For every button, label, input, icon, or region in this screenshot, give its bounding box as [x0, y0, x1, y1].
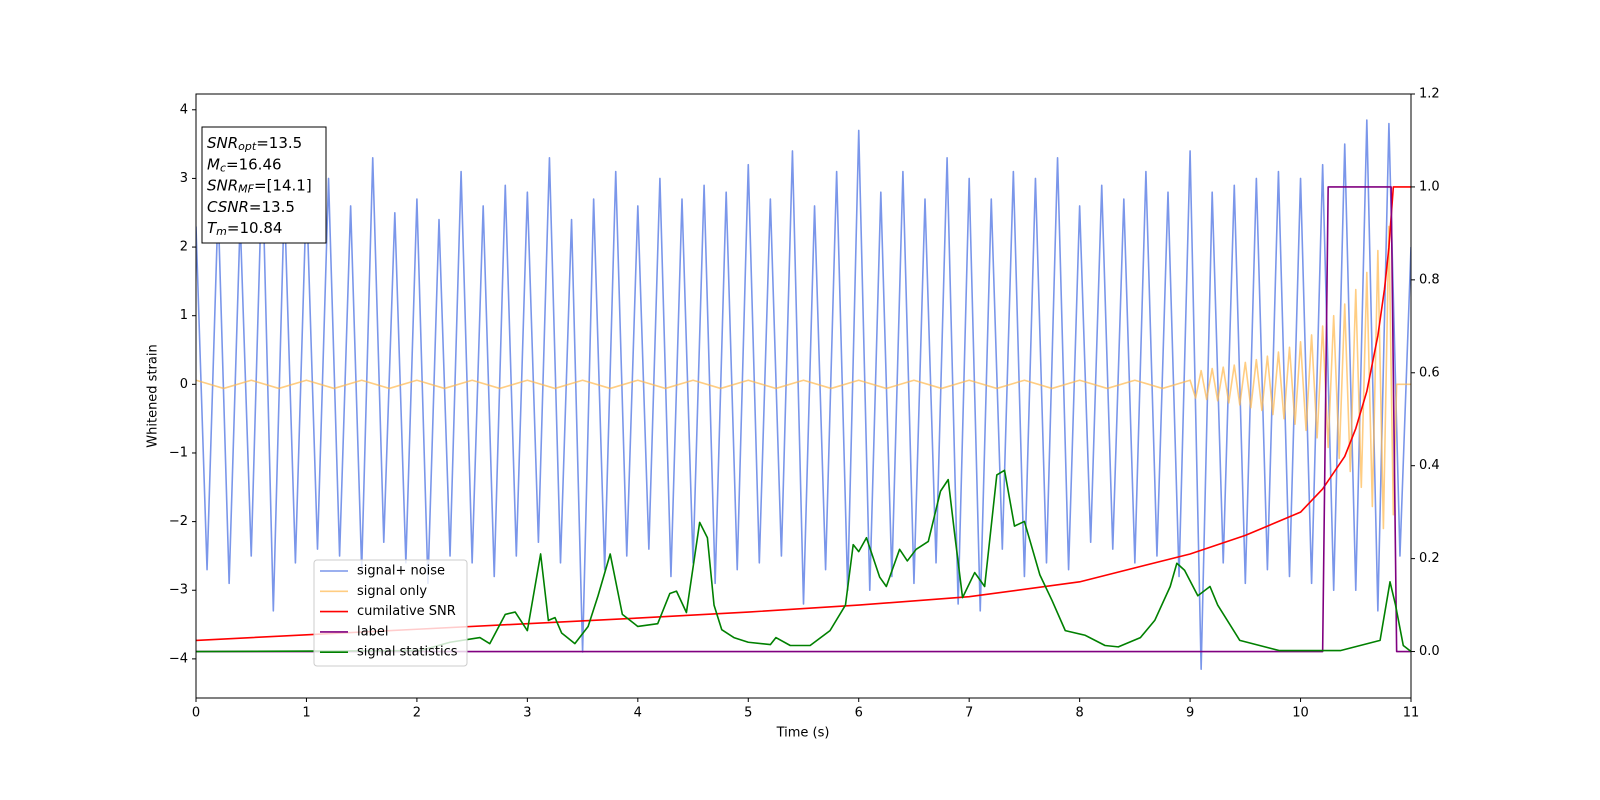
annotation-symbol: SNR [207, 176, 238, 194]
annotation-line: SNRopt=13.5 [207, 134, 302, 154]
annotation-symbol: CSNR [207, 197, 249, 215]
y2-tick-label: 1.2 [1419, 87, 1440, 102]
annotation-sub: MF [238, 183, 254, 196]
annotation-value: =10.84 [227, 219, 283, 237]
y-tick-label: 1 [180, 308, 188, 323]
annotation-value: =16.46 [226, 155, 282, 173]
x-tick-label: 1 [302, 706, 310, 721]
y-tick-label: −2 [169, 514, 188, 529]
legend-label: signal only [357, 584, 427, 599]
legend-label: signal statistics [357, 645, 458, 660]
x-tick-label: 2 [413, 706, 421, 721]
annotation-symbol: T [207, 219, 218, 237]
y2-tick-label: 0.4 [1419, 458, 1440, 473]
series-line [196, 186, 1411, 642]
y2-tick-label: 0.0 [1419, 644, 1440, 659]
annotation-symbol: M [207, 155, 220, 173]
annotation-sub: m [216, 225, 227, 238]
annotation-line: CSNR=13.5 [207, 197, 295, 215]
x-tick-label: 11 [1403, 706, 1420, 721]
plot-frame [195, 93, 1412, 699]
y-tick-label: 3 [180, 171, 188, 186]
y2-tick-label: 0.8 [1419, 272, 1440, 287]
x-tick-label: 9 [1186, 706, 1194, 721]
y2-tick-label: 0.6 [1419, 365, 1440, 380]
legend-label: label [357, 624, 388, 639]
annotation-symbol: SNR [207, 134, 238, 152]
series-line [196, 119, 1411, 670]
x-tick-label: 7 [965, 706, 973, 721]
y-tick-label: −4 [169, 651, 188, 666]
x-axis-label: Time (s) [776, 726, 830, 741]
plot-area [196, 119, 1411, 670]
x-tick-label: 0 [192, 706, 200, 721]
x-tick-label: 5 [744, 706, 752, 721]
annotation-value: =13.5 [249, 197, 295, 215]
y-tick-label: −1 [169, 445, 188, 460]
y2-tick-label: 0.2 [1419, 551, 1440, 566]
x-tick-label: 6 [855, 706, 863, 721]
y-tick-label: −3 [169, 583, 188, 598]
annotation-box: SNRopt=13.5Mc=16.46SNRMF=[14.1]CSNR=13.5… [201, 126, 327, 244]
legend-label: signal+ noise [357, 564, 445, 579]
y-tick-label: 2 [180, 240, 188, 255]
series-line [196, 186, 1411, 653]
x-tick-label: 10 [1292, 706, 1309, 721]
annotation-sub: opt [238, 140, 257, 153]
y-axis-label: Whitened strain [146, 344, 161, 447]
annotation-sub: c [220, 161, 226, 174]
x-tick-label: 4 [634, 706, 642, 721]
annotation-line: Tm=10.84 [207, 219, 282, 239]
x-tick-label: 3 [523, 706, 531, 721]
legend-label: cumilative SNR [357, 604, 456, 619]
annotation-line: SNRMF=[14.1] [207, 176, 312, 196]
legend: signal+ noise signal only cumilative SNR la… [313, 559, 468, 667]
y-tick-label: 4 [180, 102, 188, 117]
y-tick-label: 0 [180, 377, 188, 392]
y2-tick-label: 1.0 [1419, 179, 1440, 194]
x-tick-label: 8 [1075, 706, 1083, 721]
legend-frame [313, 559, 468, 667]
annotation-value: =[14.1] [254, 176, 312, 194]
annotation-line: Mc=16.46 [207, 155, 282, 175]
series-line [196, 469, 1411, 653]
series-line [196, 225, 1411, 530]
annotation-value: =13.5 [256, 134, 302, 152]
annotation-frame [201, 126, 327, 244]
